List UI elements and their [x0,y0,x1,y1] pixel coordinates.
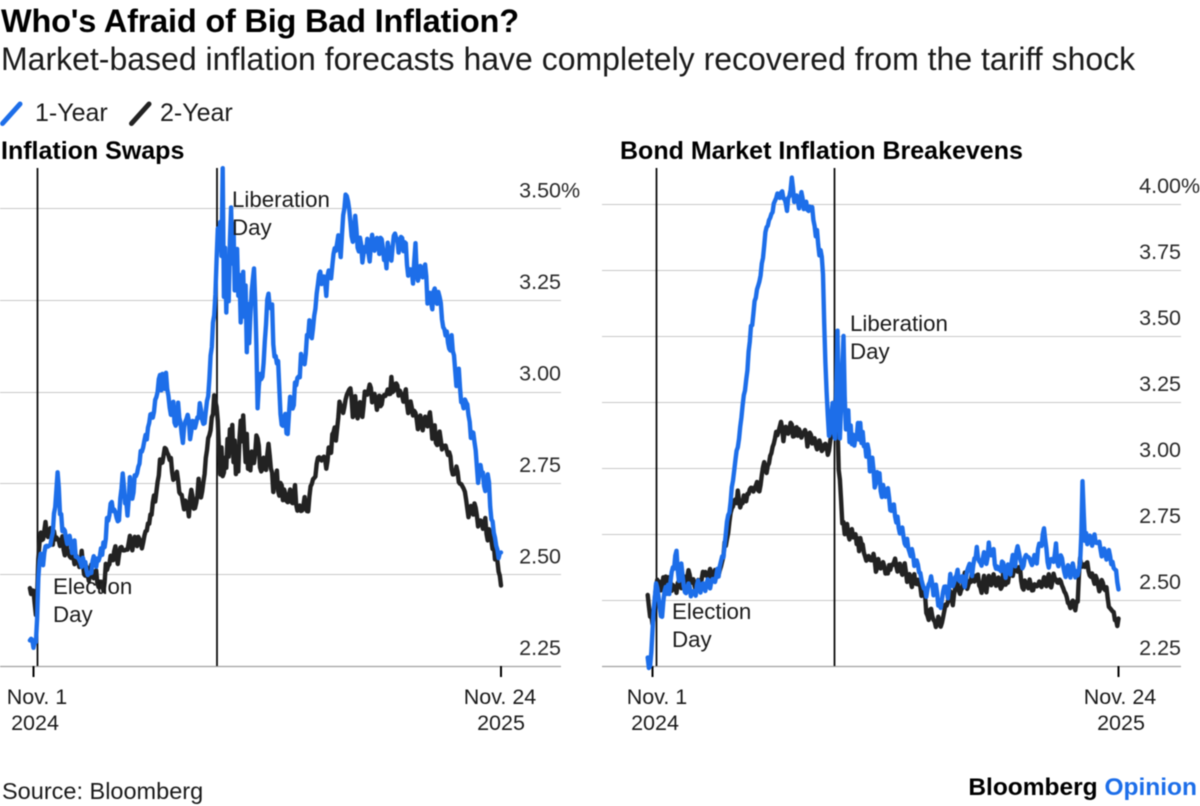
svg-text:Nov. 1: Nov. 1 [627,685,688,709]
svg-text:3.00: 3.00 [519,362,561,386]
svg-text:Day: Day [672,627,713,652]
svg-text:2.75: 2.75 [1139,504,1181,528]
svg-text:3.25: 3.25 [519,270,561,294]
svg-text:%: % [561,179,580,203]
svg-text:Day: Day [850,339,891,364]
svg-text:Liberation: Liberation [232,187,330,212]
svg-text:2024: 2024 [11,711,59,735]
svg-text:3.75: 3.75 [1139,240,1181,264]
svg-text:4.00: 4.00 [1139,174,1181,198]
svg-text:Liberation: Liberation [850,311,948,336]
svg-text:2-Year: 2-Year [160,99,233,127]
svg-text:2025: 2025 [477,711,525,735]
svg-text:2.25: 2.25 [1139,636,1181,660]
svg-text:Nov. 24: Nov. 24 [464,685,537,709]
svg-text:1-Year: 1-Year [35,99,108,127]
svg-text:Day: Day [232,215,273,240]
svg-text:Election: Election [672,599,751,624]
svg-text:2.50: 2.50 [519,545,561,569]
svg-text:2.50: 2.50 [1139,570,1181,594]
svg-text:%: % [1181,174,1200,198]
svg-text:Election: Election [53,574,132,599]
svg-text:Nov. 1: Nov. 1 [7,685,68,709]
svg-text:2025: 2025 [1097,711,1145,735]
svg-text:2024: 2024 [631,711,679,735]
svg-text:2.25: 2.25 [519,636,561,660]
svg-text:3.50: 3.50 [1139,306,1181,330]
svg-text:2.75: 2.75 [519,453,561,477]
svg-text:3.50: 3.50 [519,179,561,203]
svg-text:3.00: 3.00 [1139,438,1181,462]
svg-text:3.25: 3.25 [1139,372,1181,396]
svg-text:Day: Day [53,602,94,627]
svg-text:Nov. 24: Nov. 24 [1084,685,1157,709]
